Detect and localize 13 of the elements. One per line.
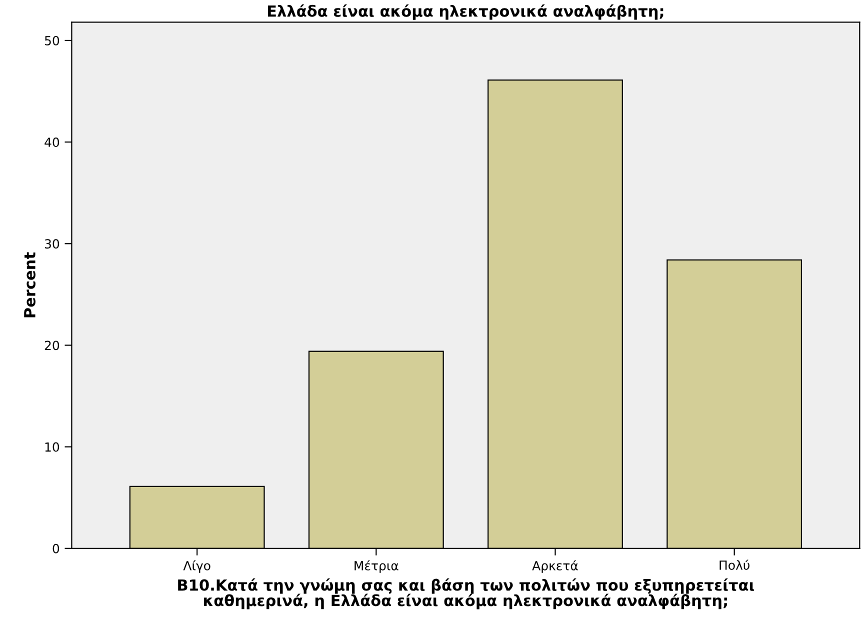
y-tick-label: 0	[52, 544, 60, 554]
y-tick-label: 20	[44, 340, 60, 350]
chart-title: Ελλάδα είναι ακόμα ηλεκτρονικά αναλφάβητη;	[268, 4, 664, 20]
x-tick-label: Πολύ	[720, 560, 750, 570]
x-axis-title: B10.Κατά την γνώμη σας και βάση των πολιτών που εξυπηρετείται καθημερινά, η Ελλάδα είναι ακόμα ηλεκτρονικά αναλφάβητη;	[178, 578, 754, 610]
y-axis-title: Percent	[24, 252, 36, 318]
x-tick-label: Αρκετά	[532, 560, 578, 573]
y-tick-label: 50	[44, 36, 60, 46]
x-tick-label: Μέτρια	[354, 560, 398, 573]
y-tick-label: 40	[44, 138, 60, 147]
x-tick-label: Λίγο	[183, 560, 210, 573]
y-tick-label: 30	[44, 239, 60, 249]
y-tick-label: 10	[45, 442, 60, 452]
